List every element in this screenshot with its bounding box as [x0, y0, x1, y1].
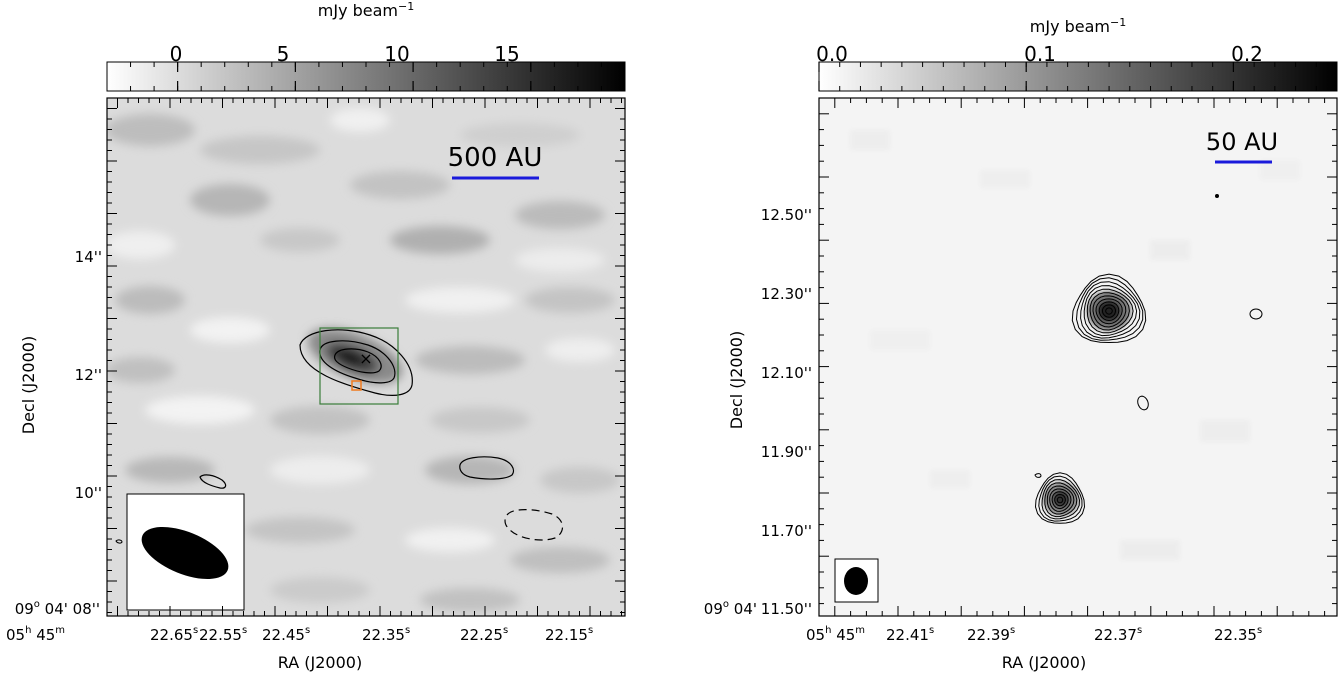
contour-line [319, 340, 396, 384]
contour-line [1046, 485, 1075, 515]
contour-line [1086, 288, 1134, 334]
left-colorbar-tick-label: 5 [277, 42, 290, 66]
right-plot-frame [818, 97, 1338, 617]
left-scale-bar-label: 500 AU [448, 143, 543, 173]
left-y-origin-label: 09o 04' 08'' [15, 599, 100, 618]
right-small-contours [1034, 194, 1263, 478]
left-x-tick-label: 22.25s [460, 625, 508, 644]
right-x-axis-label: RA (J2000) [1002, 653, 1086, 672]
contour-line [1044, 482, 1078, 518]
right-colorbar-ticks [818, 62, 1338, 91]
right-y-tick-label: 11.50'' [761, 600, 812, 618]
contour-line-negative [504, 509, 564, 541]
left-y-tick-label: 10'' [75, 484, 102, 502]
contour-line [1137, 395, 1149, 411]
contour-line [1049, 488, 1072, 512]
right-y-tick-label: 12.50'' [761, 206, 812, 224]
contour-line [1089, 292, 1130, 331]
left-panel: mJy beam−1 0 5 10 15 [6, 0, 626, 672]
contour-line [1080, 281, 1141, 339]
right-x-tick-label: 22.37s [1094, 625, 1142, 644]
left-colorbar-label: mJy beam−1 [318, 0, 414, 20]
contour-line [1095, 298, 1123, 325]
right-panel: mJy beam−1 0.0 0.1 0.2 [704, 16, 1338, 672]
contour-line [1038, 475, 1083, 522]
right-colorbar-label: mJy beam−1 [1030, 16, 1126, 36]
contour-line [115, 539, 123, 544]
contour-line [1092, 295, 1127, 328]
right-y-tick-label: 12.10'' [761, 364, 812, 382]
contour-line [1075, 277, 1144, 341]
contour-line [1105, 307, 1113, 315]
left-y-tick-label: 12'' [75, 366, 102, 384]
right-x-tick-label: 22.39s [967, 625, 1015, 644]
left-image: × 500 AU [107, 98, 625, 616]
contour-line [459, 456, 515, 480]
right-y-origin-label: 09o 04' [704, 599, 757, 618]
right-frame-ticks [819, 98, 1337, 616]
contour-line [333, 348, 382, 374]
left-x-tick-label: 22.55s [199, 625, 247, 644]
left-colorbar-ticks [106, 62, 626, 91]
contour-line [1083, 285, 1138, 337]
right-x-origin-label: 05h 45m [806, 625, 865, 644]
contour-line [1215, 194, 1219, 198]
right-x-tick-label: 22.41s [886, 625, 934, 644]
right-y-tick-label: 11.90'' [761, 443, 812, 461]
contour-line [1041, 479, 1081, 520]
left-frame-ticks [107, 98, 625, 616]
left-x-tick-label: 22.65s [150, 625, 198, 644]
right-colorbar [818, 61, 1338, 92]
contour-line [199, 474, 227, 489]
right-scale-bar-label: 50 AU [1206, 128, 1278, 156]
contour-line [299, 329, 413, 396]
right-y-axis-label: Decl (J2000) [727, 331, 746, 429]
right-y-tick-label: 11.70'' [761, 522, 812, 540]
left-y-tick-label: 14'' [75, 248, 102, 266]
beam-ellipse [141, 526, 229, 580]
contour-line [1249, 308, 1263, 320]
left-x-axis-label: RA (J2000) [278, 653, 362, 672]
region-box [319, 327, 399, 405]
cross-marker: × [359, 349, 372, 368]
left-plot-frame [106, 97, 626, 617]
contour-line [1098, 301, 1120, 322]
beam-ellipse [844, 567, 868, 595]
right-beam-inset [834, 558, 879, 603]
left-beam-inset [126, 493, 245, 611]
left-x-origin-label: 05h 45m [6, 625, 65, 644]
left-y-axis-label: Decl (J2000) [19, 336, 38, 434]
contour-line [1071, 273, 1147, 344]
square-marker [351, 380, 362, 391]
left-x-tick-label: 22.45s [262, 625, 310, 644]
right-x-tick-label: 22.35s [1214, 625, 1262, 644]
contour-line [1101, 304, 1117, 318]
left-x-tick-label: 22.15s [545, 625, 593, 644]
contour-line [1054, 493, 1066, 507]
left-x-tick-label: 22.35s [362, 625, 410, 644]
left-contours [199, 329, 564, 541]
right-image: 50 AU [819, 98, 1337, 616]
contour-line [1056, 496, 1064, 504]
contour-line [1051, 491, 1069, 510]
contour-line [1034, 473, 1042, 478]
left-colorbar-tick-label: 0 [170, 42, 183, 66]
right-y-tick-label: 12.30'' [761, 285, 812, 303]
contour-line [1034, 472, 1086, 524]
right-contours [1034, 273, 1147, 524]
